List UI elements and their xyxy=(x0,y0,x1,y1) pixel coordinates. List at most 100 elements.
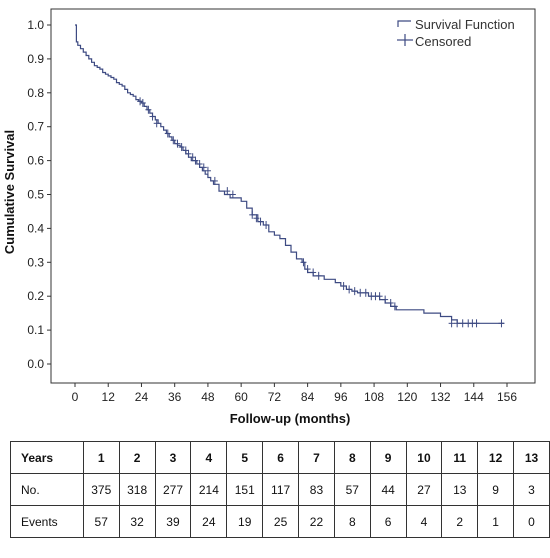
y-tick-label: 0.8 xyxy=(27,86,44,100)
censored-mark xyxy=(253,214,260,223)
risk-table-year-cell: 8 xyxy=(333,441,371,474)
y-tick-label: 0.1 xyxy=(27,323,44,337)
censored-mark xyxy=(196,159,203,168)
risk-table-year-cell: 3 xyxy=(154,441,192,474)
censored-mark xyxy=(346,285,353,294)
risk-table-cell: 57 xyxy=(333,473,371,506)
risk-table-year-cell: 9 xyxy=(369,441,407,474)
censored-mark xyxy=(391,302,398,311)
x-tick-label: 72 xyxy=(268,390,282,404)
risk-table-cell: 24 xyxy=(190,505,228,538)
censored-mark xyxy=(387,298,394,307)
risk-table-year-cell: 10 xyxy=(405,441,443,474)
plot-frame xyxy=(50,8,536,384)
y-tick-label: 0.0 xyxy=(27,357,44,371)
risk-table: Years 1 2 3 4 5 6 7 8 9 10 11 12 13 No. 375 318 277 214 151… xyxy=(10,441,550,538)
y-tick-label: 0.2 xyxy=(27,289,44,303)
censored-mark xyxy=(224,187,231,196)
censored-mark xyxy=(164,129,171,138)
risk-table-cell: 1 xyxy=(477,505,515,538)
censored-mark xyxy=(310,268,317,277)
y-tick-label: 0.7 xyxy=(27,120,44,134)
censored-mark xyxy=(459,319,466,328)
censored-mark xyxy=(153,119,160,128)
x-tick-label: 36 xyxy=(168,390,182,404)
survival-chart: 0.0 0.1 0.2 0.3 0.4 0.5 0.6 0.7 0.8 0.9 1.0 0 12 24 3… xyxy=(2,8,536,426)
x-tick-label: 144 xyxy=(464,390,484,404)
risk-table-body: Years 1 2 3 4 5 6 7 8 9 10 11 12 13 No. 375 318 277 214 151… xyxy=(10,441,550,538)
censored-mark xyxy=(192,156,199,165)
y-tick-label: 0.5 xyxy=(27,188,44,202)
x-tick-label: 24 xyxy=(135,390,149,404)
censored-mark xyxy=(300,258,307,267)
survival-function-line xyxy=(75,24,505,324)
x-tick-label: 96 xyxy=(334,390,348,404)
risk-table-cell: 44 xyxy=(369,473,407,506)
x-tick-label: 60 xyxy=(234,390,248,404)
risk-table-cell: 8 xyxy=(333,505,371,538)
risk-table-year-cell: 5 xyxy=(226,441,264,474)
risk-table-cell: 22 xyxy=(298,505,335,538)
censored-mark xyxy=(185,149,192,158)
risk-table-cell: 151 xyxy=(226,473,264,506)
risk-table-cell: 25 xyxy=(262,505,300,538)
y-tick-label: 0.6 xyxy=(27,154,44,168)
risk-table-year-cell: 11 xyxy=(441,441,479,474)
y-axis-title: Cumulative Survival xyxy=(2,130,17,254)
risk-table-cell: 13 xyxy=(441,473,479,506)
x-axis-title: Follow-up (months) xyxy=(230,411,351,426)
risk-table-cell: 3 xyxy=(513,473,550,506)
risk-table-year-cell: 1 xyxy=(82,441,120,474)
censored-mark xyxy=(249,210,256,219)
censored-mark xyxy=(376,292,383,301)
x-tick-label: 12 xyxy=(102,390,116,404)
risk-table-year-cell: 13 xyxy=(513,441,550,474)
risk-table-row-label: Events xyxy=(10,505,84,538)
censored-mark xyxy=(229,190,236,199)
censored-mark xyxy=(174,139,181,148)
risk-table-cell: 32 xyxy=(118,505,156,538)
x-tick-label: 120 xyxy=(397,390,417,404)
censored-mark xyxy=(263,221,270,230)
censored-mark xyxy=(200,163,207,172)
risk-table-cell: 318 xyxy=(118,473,156,506)
risk-table-cell: 9 xyxy=(477,473,515,506)
censored-mark xyxy=(189,153,196,162)
censored-mark xyxy=(304,265,311,274)
censored-mark xyxy=(211,176,218,185)
risk-table-cell: 2 xyxy=(441,505,479,538)
y-tick-label: 0.4 xyxy=(27,221,44,235)
risk-table-year-cell: 2 xyxy=(118,441,156,474)
censored-mark xyxy=(473,319,480,328)
risk-table-row: No. 375 318 277 214 151 117 83 57 44 27 13 9 3 xyxy=(10,473,550,506)
legend-step-symbol xyxy=(397,20,411,27)
x-tick-label: 48 xyxy=(201,390,215,404)
risk-table-year-cell: 7 xyxy=(298,441,335,474)
x-tick-label: 84 xyxy=(301,390,315,404)
censored-mark xyxy=(340,282,347,291)
y-tick-label: 0.9 xyxy=(27,52,44,66)
x-axis-ticks: 0 12 24 36 48 60 72 84 96 108 120 132 144 156 xyxy=(72,383,517,404)
chart-axes xyxy=(50,8,536,384)
censored-mark xyxy=(145,105,152,114)
risk-table-cell: 39 xyxy=(154,505,192,538)
x-tick-label: 0 xyxy=(72,390,79,404)
risk-table-cell: 19 xyxy=(226,505,264,538)
risk-table-row-label: No. xyxy=(10,473,84,506)
censored-mark xyxy=(257,217,264,226)
censored-mark xyxy=(454,319,461,328)
censored-marks xyxy=(137,97,505,328)
censored-mark xyxy=(357,288,364,297)
legend-label-survival: Survival Function xyxy=(415,17,515,32)
censored-mark xyxy=(315,271,322,280)
y-axis-ticks: 0.0 0.1 0.2 0.3 0.4 0.5 0.6 0.7 0.8 0.9 1.0 xyxy=(27,18,51,371)
legend-label-censored: Censored xyxy=(415,34,471,49)
x-tick-label: 156 xyxy=(497,390,517,404)
censored-mark xyxy=(139,98,146,107)
censored-mark xyxy=(362,288,369,297)
risk-table-cell: 6 xyxy=(369,505,407,538)
risk-table-cell: 214 xyxy=(190,473,228,506)
risk-table-year-cell: 4 xyxy=(190,441,228,474)
y-tick-label: 0.3 xyxy=(27,255,44,269)
censored-mark xyxy=(382,295,389,304)
